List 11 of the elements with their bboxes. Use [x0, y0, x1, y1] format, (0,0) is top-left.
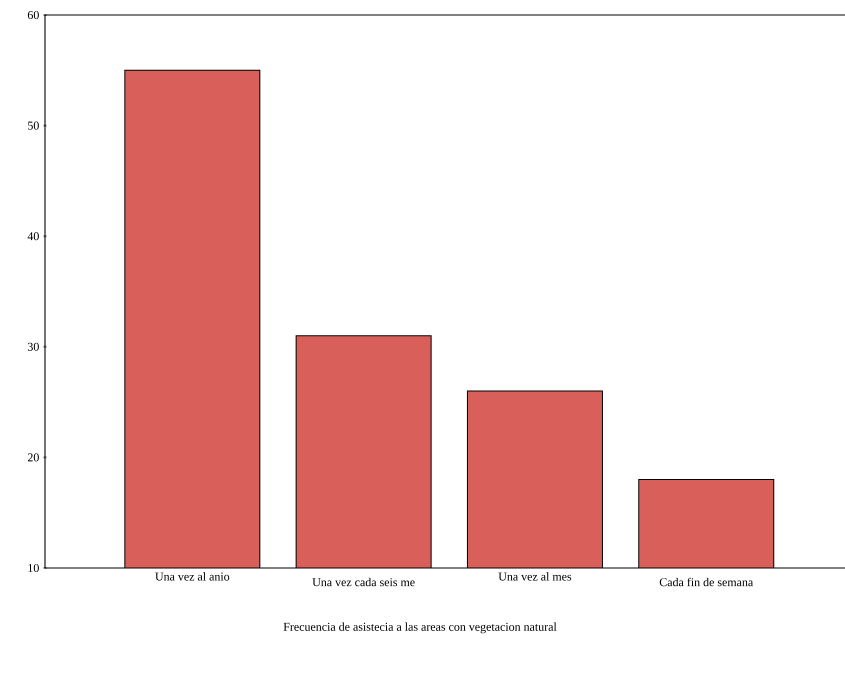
y-tick-label: 60: [28, 10, 39, 20]
x-tick-label: Cada fin de semana: [660, 578, 754, 586]
x-tick-label: Una vez cada seis me: [312, 578, 415, 586]
x-tick-label: Una vez al mes: [498, 572, 572, 581]
y-tick-label: 40: [28, 232, 39, 240]
y-tick-label: 20: [28, 453, 39, 462]
y-tick-label: 10: [28, 564, 39, 572]
x-axis-title: Frecuencia de asistecia a las areas con vegetacion natural: [284, 622, 557, 634]
y-tick-label: 30: [28, 342, 39, 351]
y-tick-label: 50: [28, 122, 39, 130]
x-tick-label: Una vez al anio: [155, 572, 230, 581]
